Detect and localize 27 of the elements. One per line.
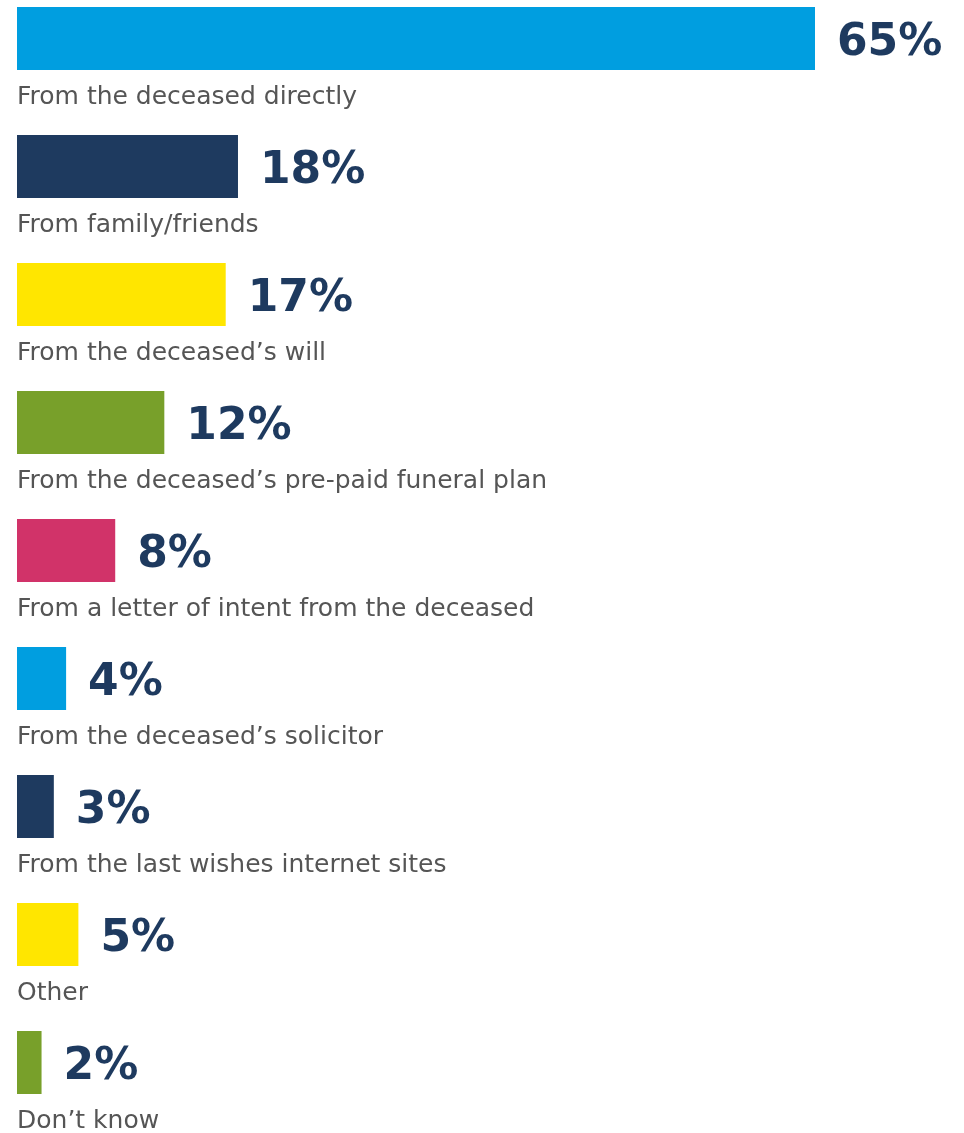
y-tick-label: From the deceased’s will [17, 337, 327, 366]
y-tick-label: From a letter of intent from the deceased [17, 593, 535, 622]
data-label: 2% [63, 1038, 139, 1089]
data-label: 8% [137, 526, 212, 577]
bar [17, 519, 116, 582]
bar [17, 775, 54, 838]
data-label: 12% [186, 398, 292, 449]
y-tick-label: Other [17, 977, 89, 1006]
data-label: 5% [100, 910, 176, 961]
data-label: 3% [75, 782, 151, 833]
bar [17, 1031, 42, 1094]
bar [17, 647, 67, 710]
bar [17, 391, 165, 454]
bar [17, 7, 815, 70]
y-tick-label: From the deceased’s pre-paid funeral plan [17, 465, 548, 494]
y-tick-label: From family/friends [17, 209, 259, 238]
y-tick-label: From the last wishes internet sites [17, 849, 447, 878]
y-tick-label: From the deceased’s solicitor [17, 721, 384, 750]
data-label: 4% [88, 654, 163, 705]
y-tick-label: Don’t know [17, 1105, 160, 1133]
bar [17, 903, 79, 966]
bar [17, 263, 226, 326]
bar [17, 135, 238, 198]
data-label: 18% [259, 142, 366, 193]
data-label: 17% [247, 270, 354, 321]
y-tick-label: From the deceased directly [17, 81, 358, 110]
data-label: 65% [837, 14, 943, 65]
